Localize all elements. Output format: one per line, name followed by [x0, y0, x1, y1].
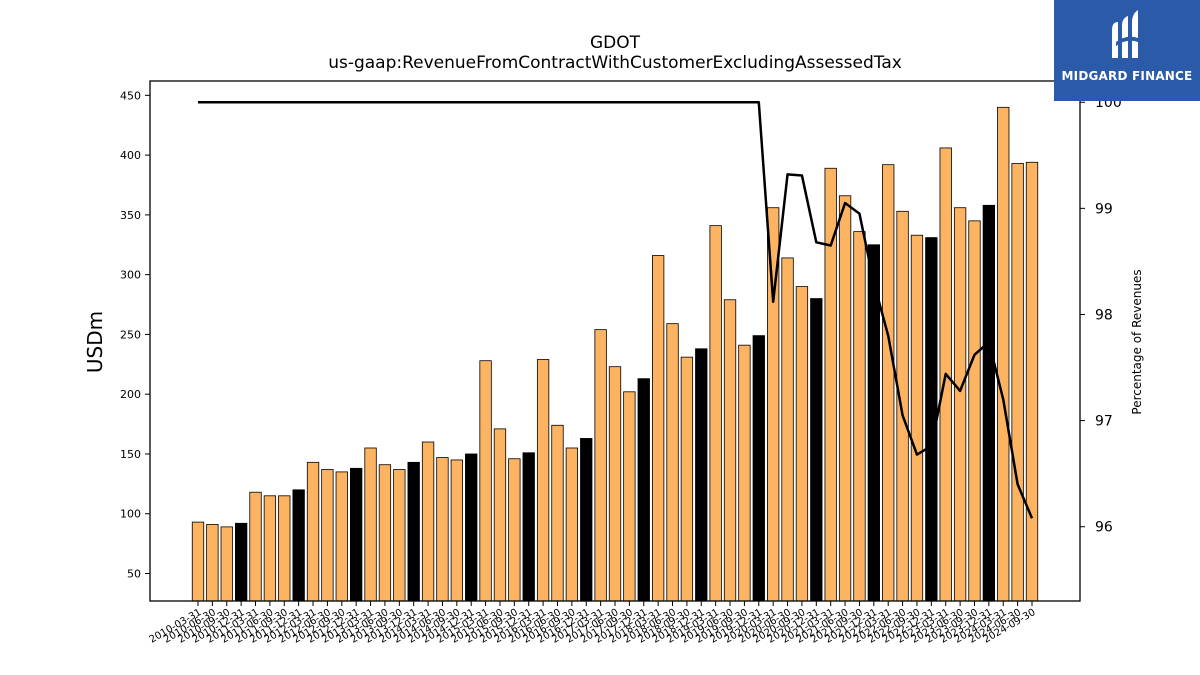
bar-2013-09-30 — [393, 469, 406, 602]
y2-tick-label: 99 — [1095, 201, 1113, 217]
bar-2020-06-30 — [781, 257, 794, 602]
line-layer — [198, 100, 1034, 519]
y-axis-label: USDm — [83, 311, 107, 373]
bar-2011-12-31 — [292, 489, 305, 602]
bar-2013-12-31 — [407, 461, 420, 602]
bar-2013-06-30 — [378, 464, 392, 602]
y-tick-label: 450 — [120, 89, 141, 102]
bar-2016-09-30 — [565, 447, 579, 602]
bar-2019-09-30 — [738, 344, 751, 602]
bar-2016-12-31 — [580, 438, 593, 602]
bar-2018-09-30 — [680, 356, 694, 602]
bar-2019-03-31 — [709, 225, 722, 602]
bar-2014-03-31 — [421, 441, 435, 602]
y-tick-label: 300 — [120, 269, 141, 282]
bar-2015-03-31 — [479, 360, 492, 602]
bar-2019-12-31 — [752, 335, 765, 602]
bar-2017-06-30 — [608, 366, 622, 602]
bar-2010-03-31 — [191, 521, 205, 602]
y-tick-label: 400 — [120, 149, 141, 162]
chart-subtitle: us-gaap:RevenueFromContractWithCustomerE… — [328, 53, 902, 73]
y2-tick-label: 96 — [1095, 520, 1113, 536]
bar-2010-06-30 — [206, 524, 219, 602]
bar-2021-06-30 — [838, 195, 852, 602]
brand-logo: MIDGARD FINANCE — [1054, 0, 1200, 101]
bar-2016-06-30 — [551, 424, 564, 602]
bar-2018-03-31 — [651, 255, 665, 602]
bar-2017-12-31 — [637, 378, 650, 602]
bar-2020-09-30 — [795, 286, 809, 602]
bar-2010-09-30 — [220, 526, 233, 602]
bar-2015-09-30 — [508, 458, 521, 602]
bar-2012-12-31 — [350, 467, 363, 602]
chart-title: GDOT — [590, 33, 641, 53]
y-tick-label: 100 — [120, 508, 141, 521]
bar-2014-12-31 — [465, 453, 478, 602]
bar-2018-12-31 — [695, 348, 708, 602]
midgard-logo-icon — [1112, 10, 1138, 58]
bar-2012-03-31 — [306, 461, 320, 602]
y-tick-label: 150 — [120, 448, 141, 461]
bars-layer — [191, 106, 1039, 602]
bar-2022-03-31 — [882, 164, 895, 602]
bar-2024-03-31 — [997, 106, 1010, 602]
bar-2022-06-30 — [896, 210, 909, 602]
bar-2012-06-30 — [321, 469, 334, 602]
bar-2015-12-31 — [522, 452, 535, 602]
bar-2022-12-31 — [925, 237, 938, 602]
bar-2024-09-30 — [1025, 161, 1039, 602]
bar-2023-09-30 — [968, 220, 981, 602]
y-tick-label: 50 — [127, 568, 141, 581]
bar-2022-09-30 — [910, 234, 924, 602]
bar-2016-03-31 — [536, 359, 550, 602]
bar-2012-09-30 — [335, 471, 348, 602]
bar-2014-06-30 — [436, 457, 449, 602]
bar-2023-06-30 — [953, 207, 967, 602]
bar-2013-03-31 — [364, 447, 377, 602]
bar-2018-06-30 — [666, 323, 679, 602]
bar-2020-12-31 — [810, 298, 823, 602]
logo-text: MIDGARD FINANCE — [1061, 69, 1193, 83]
bar-2019-06-30 — [723, 299, 737, 602]
bar-2011-09-30 — [278, 495, 291, 602]
bar-2024-06-30 — [1011, 163, 1024, 602]
bar-2011-06-30 — [263, 495, 277, 602]
y-tick-label: 200 — [120, 388, 141, 401]
y2-tick-label: 98 — [1095, 307, 1113, 323]
y-tick-label: 250 — [120, 328, 141, 341]
y2-axis-label: Percentage of Revenues — [1130, 269, 1144, 414]
bar-2017-03-31 — [594, 329, 607, 602]
bar-2017-09-30 — [623, 391, 636, 602]
y2-tick-label: 97 — [1095, 414, 1113, 430]
bar-2014-09-30 — [450, 459, 463, 602]
y-tick-label: 350 — [120, 209, 141, 222]
bar-2023-12-31 — [982, 204, 996, 602]
percentage-of-revenues-line — [198, 100, 1034, 519]
bar-2010-12-31 — [234, 522, 248, 602]
bar-2015-06-30 — [493, 428, 507, 602]
bar-2021-09-30 — [853, 231, 866, 602]
bar-2011-03-31 — [249, 491, 262, 602]
axes-layer: 5010015020025030035040045096979899100201… — [120, 80, 1122, 646]
